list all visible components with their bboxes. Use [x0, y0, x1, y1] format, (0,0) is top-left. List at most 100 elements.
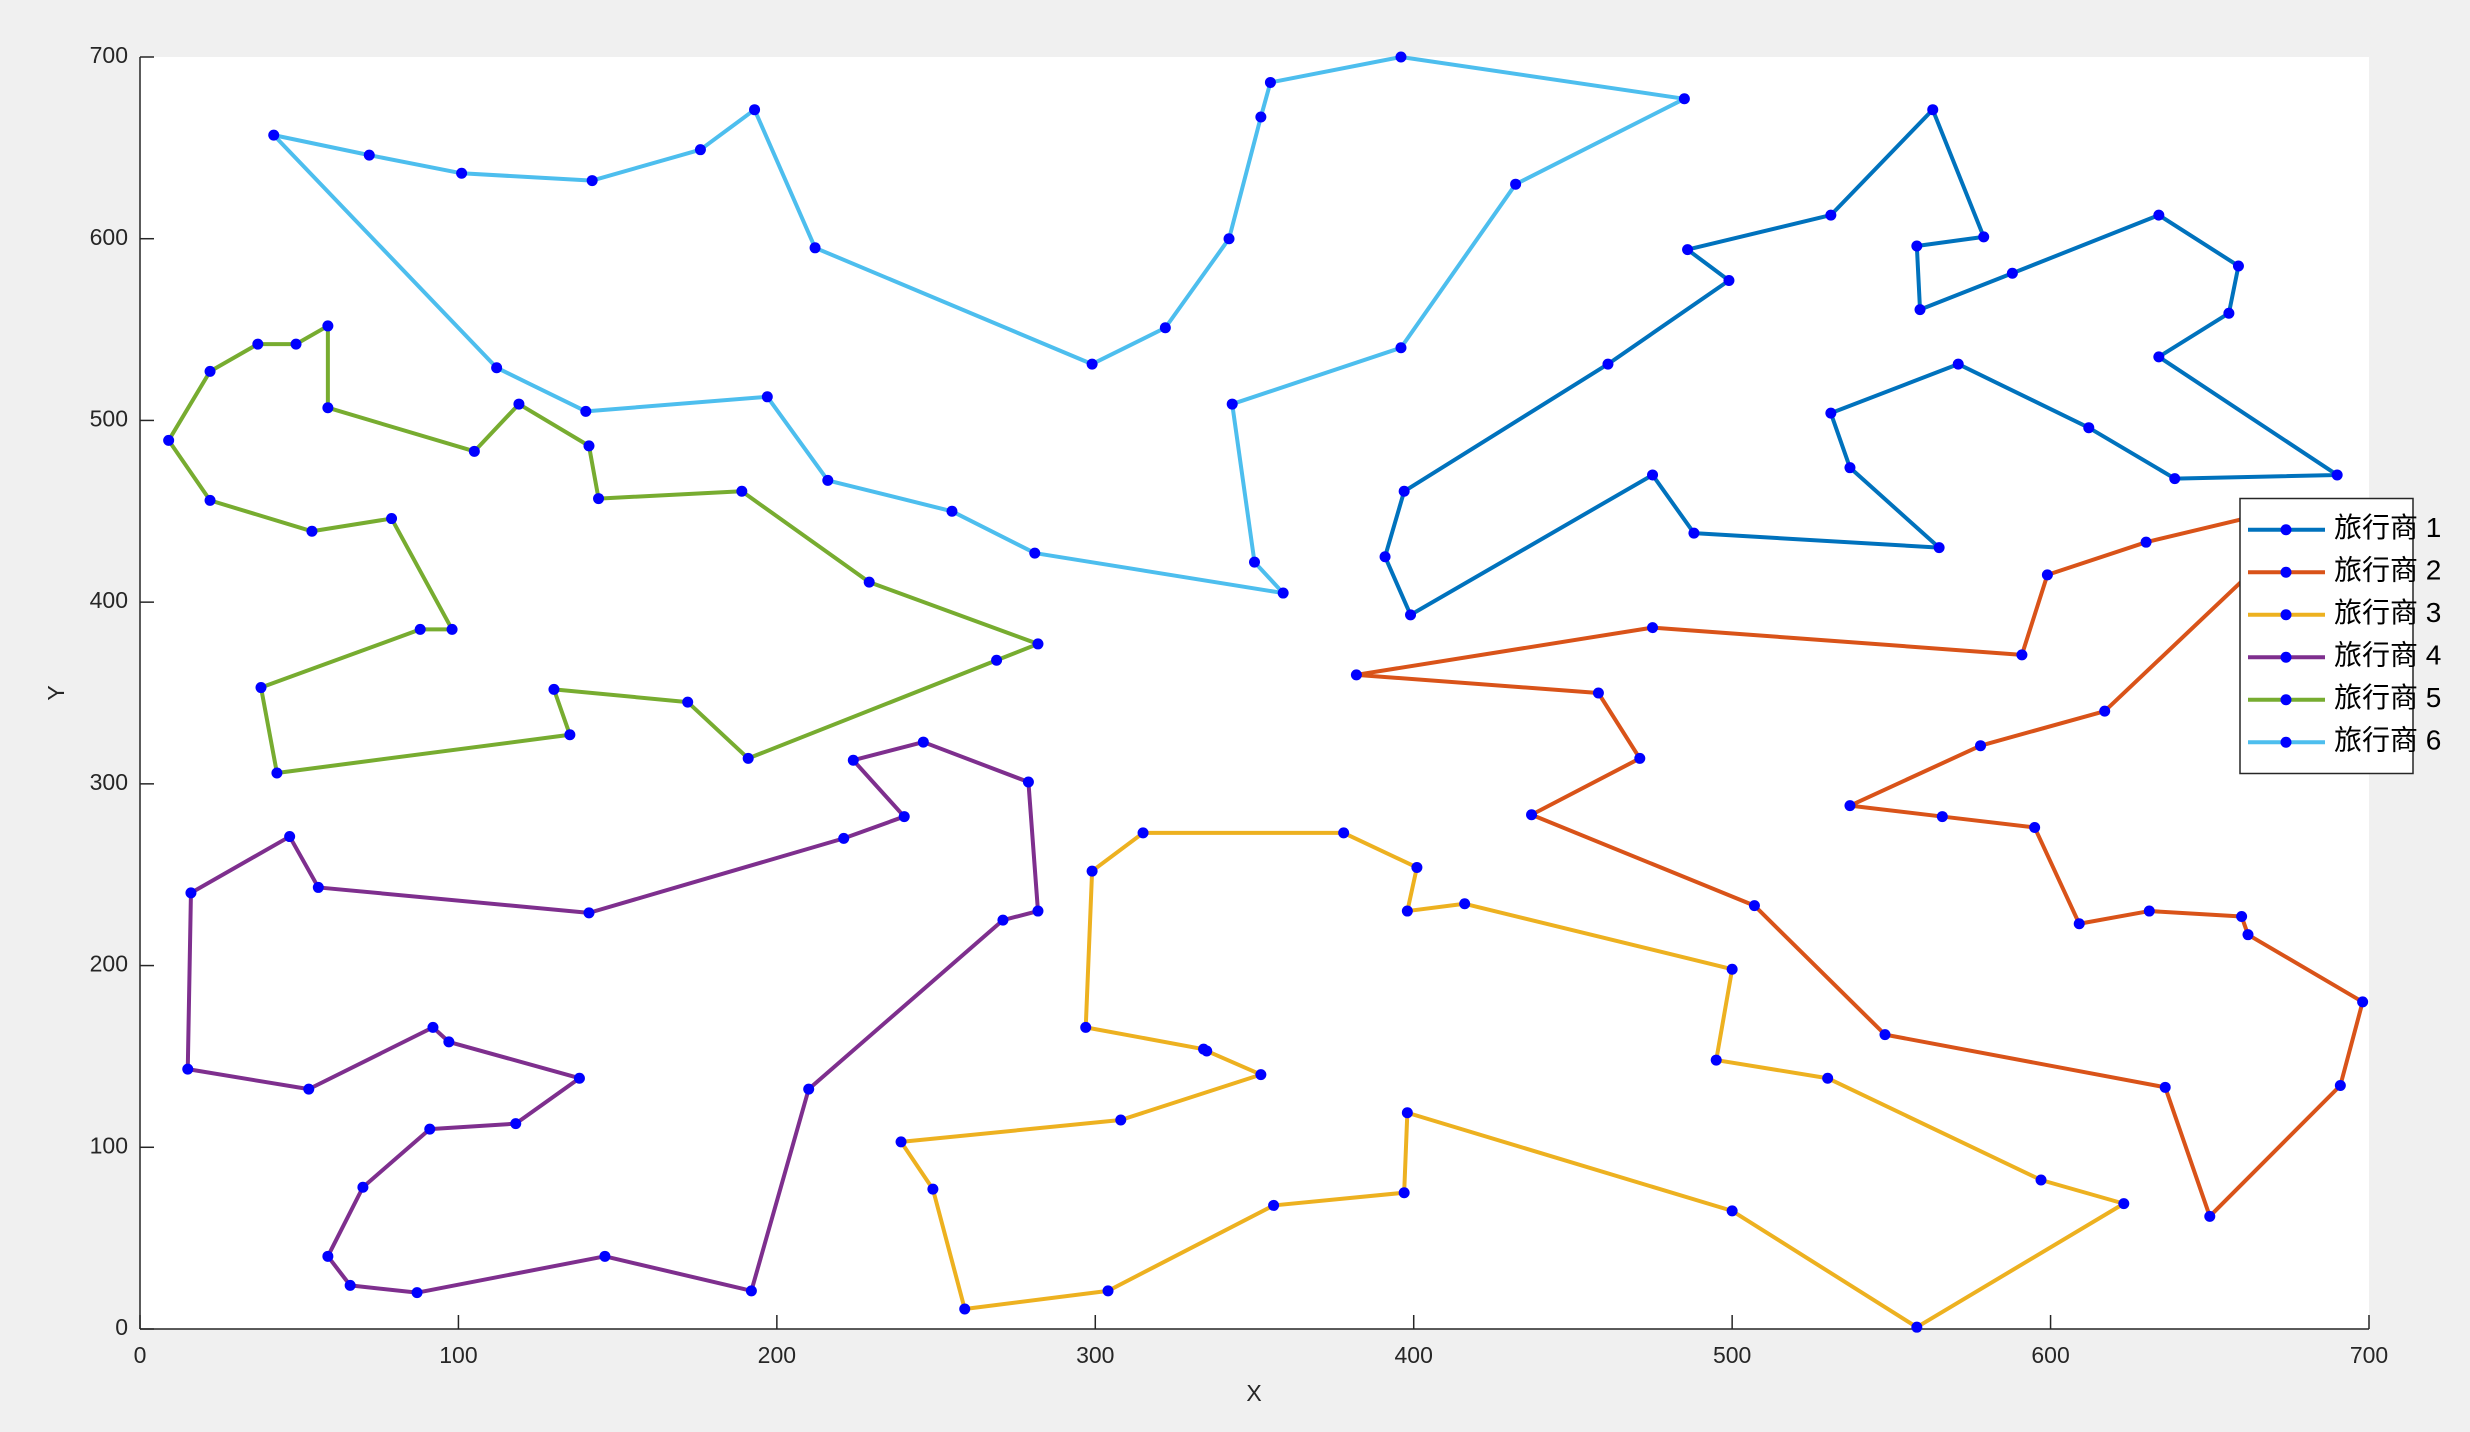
route-line	[166, 323, 1040, 775]
route-point	[991, 654, 1003, 666]
route-point	[2204, 1210, 2216, 1222]
route-point	[1825, 209, 1837, 221]
route-point	[548, 683, 560, 695]
route-point	[809, 242, 821, 254]
route-point	[510, 1118, 522, 1130]
y-tick-label: 100	[90, 1132, 128, 1158]
route-point	[1405, 609, 1417, 621]
y-tick-label: 200	[90, 951, 128, 977]
route-point	[2140, 536, 2152, 548]
x-tick-label: 500	[1713, 1342, 1751, 1368]
legend-marker	[2280, 651, 2292, 663]
route-point	[2035, 1174, 2047, 1186]
route-point	[322, 402, 334, 414]
route-point	[736, 485, 748, 497]
route-point	[322, 1250, 334, 1262]
route-point	[1678, 93, 1690, 105]
route-point	[2223, 307, 2235, 319]
legend-marker	[2280, 736, 2292, 748]
legend-label: 旅行商 1	[2334, 512, 2441, 543]
route-point	[1844, 462, 1856, 474]
route-point	[1726, 963, 1738, 975]
route-point	[583, 440, 595, 452]
route-point	[761, 391, 773, 403]
route-point	[1844, 800, 1856, 812]
route-point	[414, 623, 426, 635]
route-point	[491, 362, 503, 374]
legend-marker	[2280, 566, 2292, 578]
route-point	[363, 149, 375, 161]
legend-marker	[2280, 694, 2292, 706]
plot-area	[140, 57, 2369, 1329]
legend-marker	[2280, 524, 2292, 536]
legend-label: 旅行商 6	[2334, 725, 2441, 756]
route-point	[2118, 1198, 2130, 1210]
x-tick-label: 700	[2350, 1342, 2388, 1368]
legend-label: 旅行商 3	[2334, 597, 2441, 628]
x-tick-label: 0	[134, 1342, 147, 1368]
route-point	[1398, 1187, 1410, 1199]
route-point	[1975, 740, 1987, 752]
x-tick-label: 100	[439, 1342, 477, 1368]
y-tick-label: 700	[90, 42, 128, 68]
route-point	[1032, 638, 1044, 650]
route-point	[255, 682, 267, 694]
route-point	[749, 104, 761, 116]
route-point	[745, 1285, 757, 1297]
route-point	[1338, 827, 1350, 839]
route-point	[2242, 929, 2254, 941]
route-point	[443, 1036, 455, 1048]
route-point	[427, 1021, 439, 1033]
route-point	[306, 525, 318, 537]
route-point	[1411, 861, 1423, 873]
route-point	[1647, 622, 1659, 634]
route-point	[1086, 865, 1098, 877]
route-point	[1933, 542, 1945, 554]
route-point	[1032, 905, 1044, 917]
route-point	[1086, 358, 1098, 370]
route-point	[946, 505, 958, 517]
y-tick-label: 600	[90, 224, 128, 250]
route-point	[838, 832, 850, 844]
route-point	[163, 434, 175, 446]
route-point	[204, 494, 216, 506]
route-point	[1102, 1285, 1114, 1297]
route-point	[344, 1279, 356, 1291]
route-point	[1022, 776, 1034, 788]
route-point	[1264, 76, 1276, 88]
route-point	[1911, 240, 1923, 252]
route-point	[583, 907, 595, 919]
route-point	[1080, 1021, 1092, 1033]
route-point	[1592, 687, 1604, 699]
route-point	[1395, 51, 1407, 63]
route-point	[1879, 1029, 1891, 1041]
route-point	[1159, 322, 1171, 334]
route-point	[1223, 233, 1235, 245]
route-point	[1137, 827, 1149, 839]
route-point	[1822, 1072, 1834, 1084]
route-point	[1911, 1321, 1923, 1333]
route-point	[1647, 469, 1659, 481]
route-point	[1459, 898, 1471, 910]
route-point	[1115, 1114, 1127, 1126]
route-point	[1914, 304, 1926, 316]
route-line	[899, 830, 2126, 1330]
route-point	[2232, 260, 2244, 272]
route-point	[682, 696, 694, 708]
route-point	[271, 767, 283, 779]
route-point	[1510, 178, 1522, 190]
x-tick-label: 300	[1076, 1342, 1114, 1368]
route-point	[2169, 473, 2181, 485]
route-point	[513, 398, 525, 410]
x-axis-label: X	[1246, 1380, 1261, 1406]
route-point	[2029, 821, 2041, 833]
route-point	[1688, 527, 1700, 539]
route-line	[271, 55, 1687, 596]
route-point	[1350, 669, 1362, 681]
route-point	[468, 445, 480, 457]
route-line	[1354, 516, 2365, 1219]
route-point	[1398, 485, 1410, 497]
legend-box	[2239, 497, 2414, 775]
